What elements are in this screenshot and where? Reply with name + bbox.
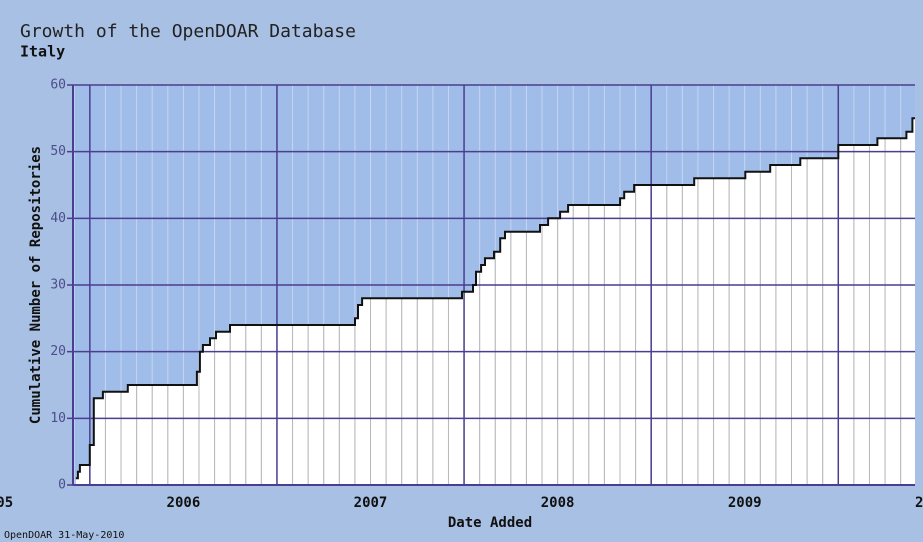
y-tick-label: 20: [50, 344, 66, 359]
y-tick-label: 50: [50, 144, 66, 159]
y-tick-label: 60: [50, 78, 66, 93]
x-tick-label: 2008: [541, 495, 575, 511]
x-tick-label: 2006: [167, 495, 201, 511]
y-tick-label: 40: [50, 211, 66, 226]
y-tick-label: 10: [50, 411, 66, 426]
x-axis-label: Date Added: [448, 515, 532, 531]
y-tick-label: 0: [58, 478, 66, 493]
chart-title: Growth of the OpenDOAR Database: [20, 21, 356, 42]
x-tick-label: 2005: [0, 495, 13, 511]
x-tick-label: 2007: [354, 495, 388, 511]
y-tick-label: 30: [50, 278, 66, 293]
x-tick-label: 2009: [728, 495, 762, 511]
chart-subtitle: Italy: [20, 43, 65, 61]
x-tick-label: 2010: [915, 495, 923, 511]
footer: OpenDOAR 31-May-2010: [4, 530, 124, 541]
data-line: [75, 117, 915, 480]
y-axis-label: Cumulative Number of Repositories: [28, 146, 44, 424]
